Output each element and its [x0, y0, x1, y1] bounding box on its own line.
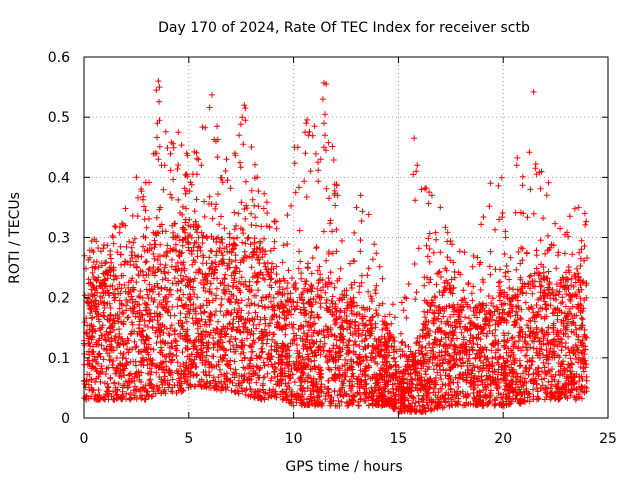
grid-lines	[84, 57, 608, 418]
y-tick-label: 0.1	[48, 351, 70, 367]
x-tick-label: 5	[184, 431, 193, 447]
x-tick-label: 20	[494, 431, 512, 447]
x-tick-label: 15	[389, 431, 407, 447]
y-axis-label: ROTI / TECUs	[7, 192, 23, 284]
data-points	[81, 78, 590, 415]
axis-ticks	[83, 56, 609, 419]
x-axis-label: GPS time / hours	[285, 459, 402, 475]
y-tick-label: 0.4	[48, 170, 70, 186]
x-tick-label: 25	[599, 431, 617, 447]
y-tick-label: 0.2	[48, 291, 70, 307]
y-tick-labels: 0 0.1 0.2 0.3 0.4 0.5 0.6	[48, 50, 70, 427]
x-tick-labels: 0 5 10 15 20 25	[80, 431, 617, 447]
y-tick-label: 0.6	[48, 50, 70, 66]
y-tick-label: 0	[61, 411, 70, 427]
x-tick-label: 10	[285, 431, 303, 447]
x-tick-label: 0	[80, 431, 89, 447]
chart-title: Day 170 of 2024, Rate Of TEC Index for r…	[158, 20, 530, 36]
roti-series-markers	[81, 78, 590, 415]
y-tick-label: 0.5	[48, 110, 70, 126]
y-tick-label: 0.3	[48, 231, 70, 247]
